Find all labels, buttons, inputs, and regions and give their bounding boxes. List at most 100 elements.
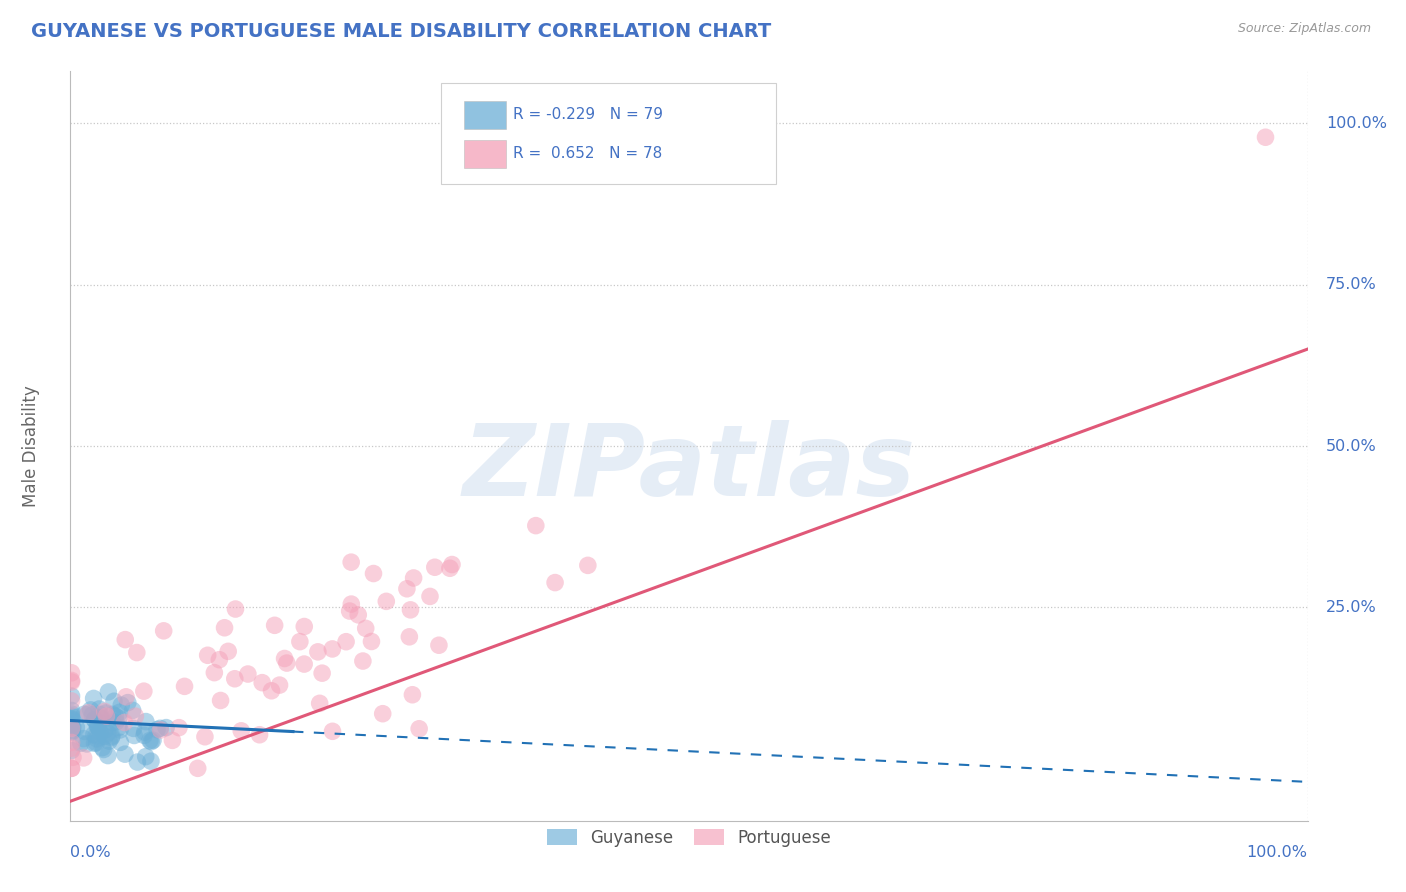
Point [60, 694, 83, 708]
Point [105, 714, 128, 729]
Point [399, 603, 422, 617]
Point [524, 518, 547, 533]
Point [89, 725, 111, 739]
Point [321, 724, 343, 739]
Point [108, 706, 131, 720]
Point [104, 709, 127, 723]
Point [94, 706, 117, 720]
Point [86, 719, 108, 733]
Point [149, 722, 172, 736]
Point [62, 720, 84, 734]
Point [375, 594, 398, 608]
Point [79, 703, 101, 717]
Point [363, 566, 385, 581]
FancyBboxPatch shape [441, 83, 776, 184]
Point [107, 721, 129, 735]
Point [90, 716, 112, 731]
Point [125, 646, 148, 660]
Point [401, 688, 423, 702]
Point [60, 713, 83, 727]
Text: R =  0.652   N = 78: R = 0.652 N = 78 [513, 146, 662, 161]
Point [292, 657, 315, 671]
Point [202, 665, 225, 680]
Point [276, 656, 298, 670]
Point [89, 711, 111, 725]
Point [60, 709, 83, 723]
Point [231, 723, 253, 738]
Point [60, 712, 83, 726]
Point [60, 714, 83, 729]
Point [354, 621, 377, 635]
Point [114, 715, 136, 730]
Text: 100.0%: 100.0% [1326, 116, 1388, 130]
Text: 50.0%: 50.0% [1326, 439, 1376, 453]
Point [60, 703, 83, 717]
Point [155, 721, 177, 735]
Point [142, 733, 165, 747]
Point [236, 667, 259, 681]
Point [60, 735, 83, 749]
Point [173, 679, 195, 693]
Text: ZIPatlas: ZIPatlas [463, 420, 915, 517]
Point [187, 761, 209, 775]
Point [97, 748, 120, 763]
Point [60, 720, 83, 734]
Point [73, 724, 96, 739]
Point [110, 735, 132, 749]
Point [141, 734, 163, 748]
Point [122, 729, 145, 743]
Point [94, 723, 117, 737]
Point [60, 761, 83, 775]
Point [214, 621, 236, 635]
Point [273, 651, 295, 665]
Point [110, 698, 132, 713]
Point [83, 736, 105, 750]
Point [250, 675, 273, 690]
Point [101, 715, 124, 730]
Point [208, 653, 231, 667]
Point [371, 706, 394, 721]
Point [114, 747, 136, 761]
Point [84, 729, 107, 743]
Point [60, 675, 83, 690]
Point [76, 737, 98, 751]
Point [60, 721, 83, 735]
Point [94, 729, 117, 743]
Point [339, 604, 361, 618]
Point [197, 648, 219, 663]
Point [97, 726, 120, 740]
Point [77, 707, 100, 722]
Point [60, 689, 83, 703]
Point [121, 703, 143, 717]
Text: 25.0%: 25.0% [1326, 600, 1376, 615]
Point [89, 707, 111, 722]
Point [134, 725, 156, 739]
Point [1254, 130, 1277, 145]
Point [86, 731, 108, 746]
Point [65, 720, 87, 734]
Point [152, 624, 174, 638]
Point [83, 713, 105, 727]
Point [162, 733, 184, 747]
Point [321, 642, 343, 657]
Text: Male Disability: Male Disability [21, 385, 39, 507]
Point [62, 750, 84, 764]
Point [100, 731, 122, 745]
Point [135, 749, 157, 764]
Point [292, 619, 315, 633]
Point [224, 672, 246, 686]
Point [103, 694, 125, 708]
Point [124, 709, 146, 723]
FancyBboxPatch shape [464, 140, 506, 168]
Point [194, 730, 217, 744]
Point [288, 634, 311, 648]
Point [60, 673, 83, 688]
Point [77, 706, 100, 720]
Point [439, 561, 461, 575]
Point [89, 702, 111, 716]
Point [96, 709, 118, 723]
Point [91, 740, 114, 755]
Point [132, 684, 155, 698]
Point [93, 705, 115, 719]
Point [347, 607, 370, 622]
